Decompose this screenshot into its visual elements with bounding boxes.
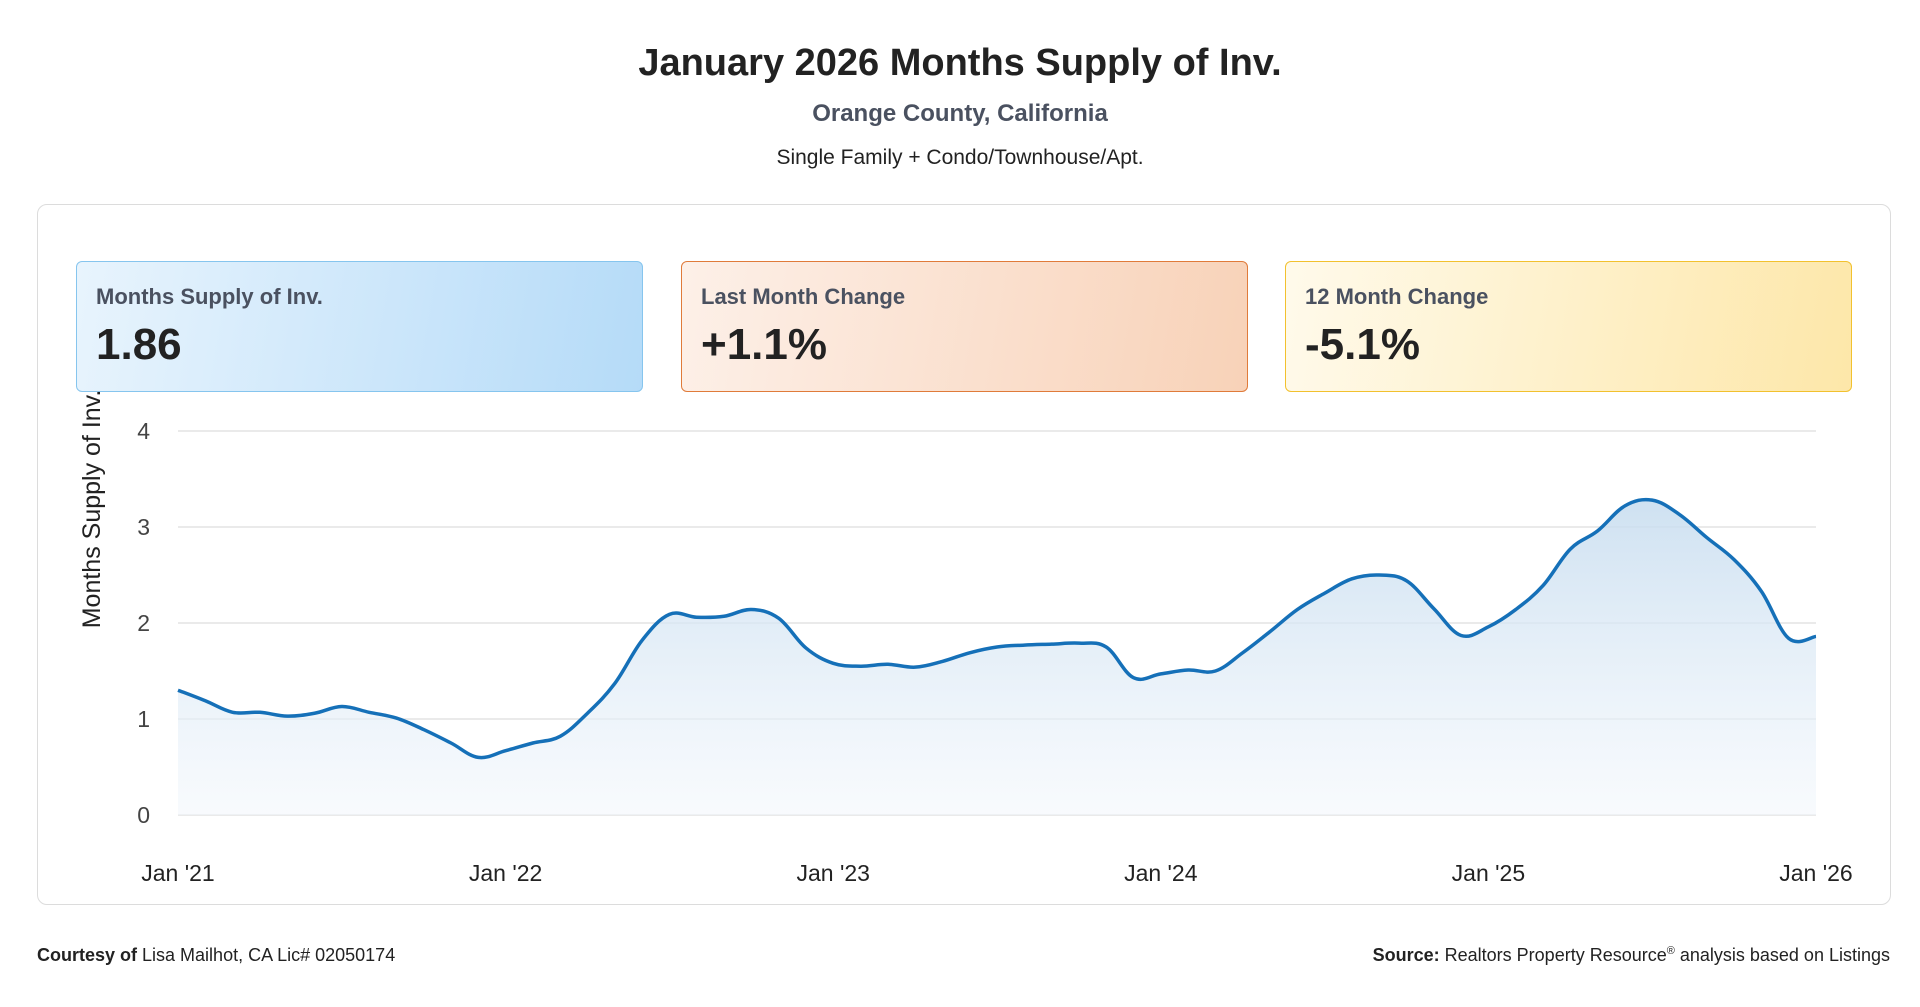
y-tick-label: 4 xyxy=(137,418,150,444)
page-title: January 2026 Months Supply of Inv. xyxy=(638,42,1282,84)
y-tick-label: 0 xyxy=(137,802,150,828)
chart-card: Months Supply of Inv. 1.86 Last Month Ch… xyxy=(37,204,1891,905)
x-tick-label: Jan '21 xyxy=(141,860,214,886)
stat-label: Months Supply of Inv. xyxy=(96,284,323,309)
property-types-label: Single Family + Condo/Townhouse/Apt. xyxy=(776,146,1144,169)
stat-card-months-supply: Months Supply of Inv. 1.86 xyxy=(76,261,643,392)
y-axis-label: Months Supply of Inv. xyxy=(78,390,106,629)
y-tick-label: 2 xyxy=(137,610,150,636)
stat-value: -5.1% xyxy=(1305,320,1420,369)
y-tick-label: 1 xyxy=(137,706,150,732)
x-tick-label: Jan '23 xyxy=(796,860,869,886)
stat-value: 1.86 xyxy=(96,320,182,369)
series-line xyxy=(177,497,1817,760)
months-supply-chart: 0 1 2 3 4 Jan '21 Jan '22 Jan '23 Jan '24 Jan '25… xyxy=(78,390,1853,886)
x-tick-label: Jan '25 xyxy=(1452,860,1525,886)
source-footer: Source: Realtors Property Resource® anal… xyxy=(1373,945,1890,966)
location-subtitle: Orange County, California xyxy=(812,100,1108,127)
source-label: Source: xyxy=(1372,945,1440,965)
stat-card-last-month-change: Last Month Change +1.1% xyxy=(681,261,1248,392)
y-tick-label: 3 xyxy=(137,514,150,540)
source-text: analysis based on Listings xyxy=(1679,945,1890,965)
courtesy-footer: Courtesy of Lisa Mailhot, CA Lic# 020501… xyxy=(37,945,395,966)
stat-label: 12 Month Change xyxy=(1305,284,1489,309)
stat-value: +1.1% xyxy=(701,320,827,369)
x-tick-label: Jan '24 xyxy=(1124,860,1198,886)
stat-label: Last Month Change xyxy=(701,284,906,309)
source-brand: Realtors Property Resource xyxy=(1444,945,1667,965)
courtesy-text: Lisa Mailhot, CA Lic# 02050174 xyxy=(142,945,396,965)
stat-card-12-month-change: 12 Month Change -5.1% xyxy=(1285,261,1852,392)
courtesy-label: Courtesy of xyxy=(37,945,138,965)
registered-mark: ® xyxy=(1666,945,1675,957)
x-tick-label: Jan '22 xyxy=(469,860,542,886)
series-area-fill xyxy=(178,499,1816,815)
x-tick-label: Jan '26 xyxy=(1779,860,1852,886)
